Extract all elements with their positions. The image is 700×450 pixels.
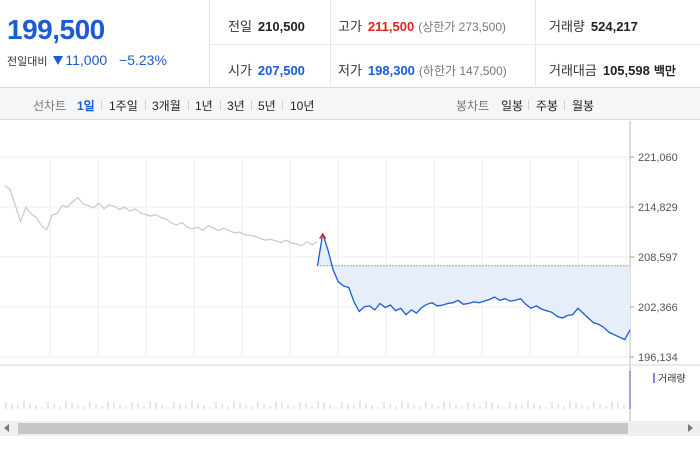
stat-label: 시가	[228, 63, 252, 78]
lower-limit: (하한가 147,500)	[418, 64, 507, 78]
stat-value: 210,500	[257, 19, 305, 34]
chart-scrollbar[interactable]	[0, 421, 700, 436]
change-percent: −5.23%	[119, 52, 167, 68]
tab-5y[interactable]: 5년	[258, 99, 276, 113]
candle-chart-label: 봉차트	[456, 99, 490, 113]
volume-legend-label: 거래량	[658, 373, 686, 385]
tab-separator	[220, 100, 221, 110]
stat-prev-close: 전일 210,500	[228, 16, 305, 35]
stat-high: 고가 211,500 (상한가 273,500)	[338, 16, 506, 35]
price-summary: 199,500 전일대비 11,000 −5.23%	[0, 0, 210, 88]
tab-1y[interactable]: 1년	[195, 99, 213, 113]
tab-monthly-candle[interactable]: 월봉	[572, 99, 595, 113]
stat-value: 198,300	[367, 63, 415, 78]
tab-separator	[564, 100, 565, 110]
stat-value: 211,500	[367, 19, 415, 34]
today-area-fill	[317, 233, 630, 340]
stat-label: 저가	[338, 63, 362, 78]
y-tick-label: 208,597	[638, 252, 678, 264]
tab-separator	[251, 100, 252, 110]
tab-separator	[101, 100, 102, 110]
stat-label: 고가	[338, 19, 362, 34]
tab-1w[interactable]: 1주일	[109, 99, 138, 113]
tab-10y[interactable]: 10년	[290, 99, 315, 113]
line-chart-label: 선차트	[33, 99, 67, 113]
stat-unit: 백만	[653, 64, 676, 78]
tab-1d[interactable]: 1일	[77, 99, 95, 113]
upper-limit: (상한가 273,500)	[418, 20, 507, 34]
tab-3y[interactable]: 3년	[227, 99, 245, 113]
quote-header: 199,500 전일대비 11,000 −5.23% 전일 210,500 시가 2…	[0, 0, 700, 88]
tab-daily-candle[interactable]: 일봉	[501, 99, 524, 113]
scroll-right-icon[interactable]	[688, 424, 693, 432]
y-tick-label: 196,134	[638, 352, 678, 364]
stat-low: 저가 198,300 (하한가 147,500)	[338, 60, 507, 79]
scroll-left-icon[interactable]	[4, 424, 9, 432]
stat-value: 524,217	[590, 19, 638, 34]
row-divider	[210, 44, 700, 45]
stat-label: 거래량	[549, 19, 585, 34]
y-tick-label: 221,060	[638, 152, 678, 164]
current-price: 199,500	[7, 14, 105, 45]
tab-separator	[188, 100, 189, 110]
y-tick-label: 214,829	[638, 202, 678, 214]
scroll-thumb[interactable]	[18, 423, 628, 434]
chart-tabbar: 선차트 1일 1주일 3개월 1년 3년 5년 10년 봉차트 일봉 주봉 월봉	[0, 88, 700, 120]
change-label: 전일대비	[7, 56, 48, 68]
tab-separator	[145, 100, 146, 110]
change-row: 전일대비 11,000 −5.23%	[7, 52, 167, 69]
tab-separator	[282, 100, 283, 110]
tab-separator	[528, 100, 529, 110]
previous-day-line	[4, 185, 318, 247]
tab-weekly-candle[interactable]: 주봉	[536, 99, 559, 113]
change-amount: 11,000	[65, 52, 108, 68]
y-tick-label: 202,366	[638, 302, 678, 314]
stat-value: 207,500	[257, 63, 305, 78]
price-chart[interactable]: 221,060 214,829 208,597 202,366 196,134 거래량	[0, 121, 700, 421]
stat-volume: 거래량 524,217	[549, 16, 638, 35]
stat-trade-value: 거래대금 105,598 백만	[549, 60, 676, 79]
today-price-line	[316, 233, 631, 341]
stat-open: 시가 207,500	[228, 60, 305, 79]
stat-value: 105,598	[602, 63, 650, 78]
down-triangle-icon	[53, 56, 64, 65]
high-marker	[319, 232, 327, 240]
stat-label: 전일	[228, 19, 252, 34]
tab-3m[interactable]: 3개월	[152, 99, 181, 113]
stat-label: 거래대금	[549, 63, 597, 78]
